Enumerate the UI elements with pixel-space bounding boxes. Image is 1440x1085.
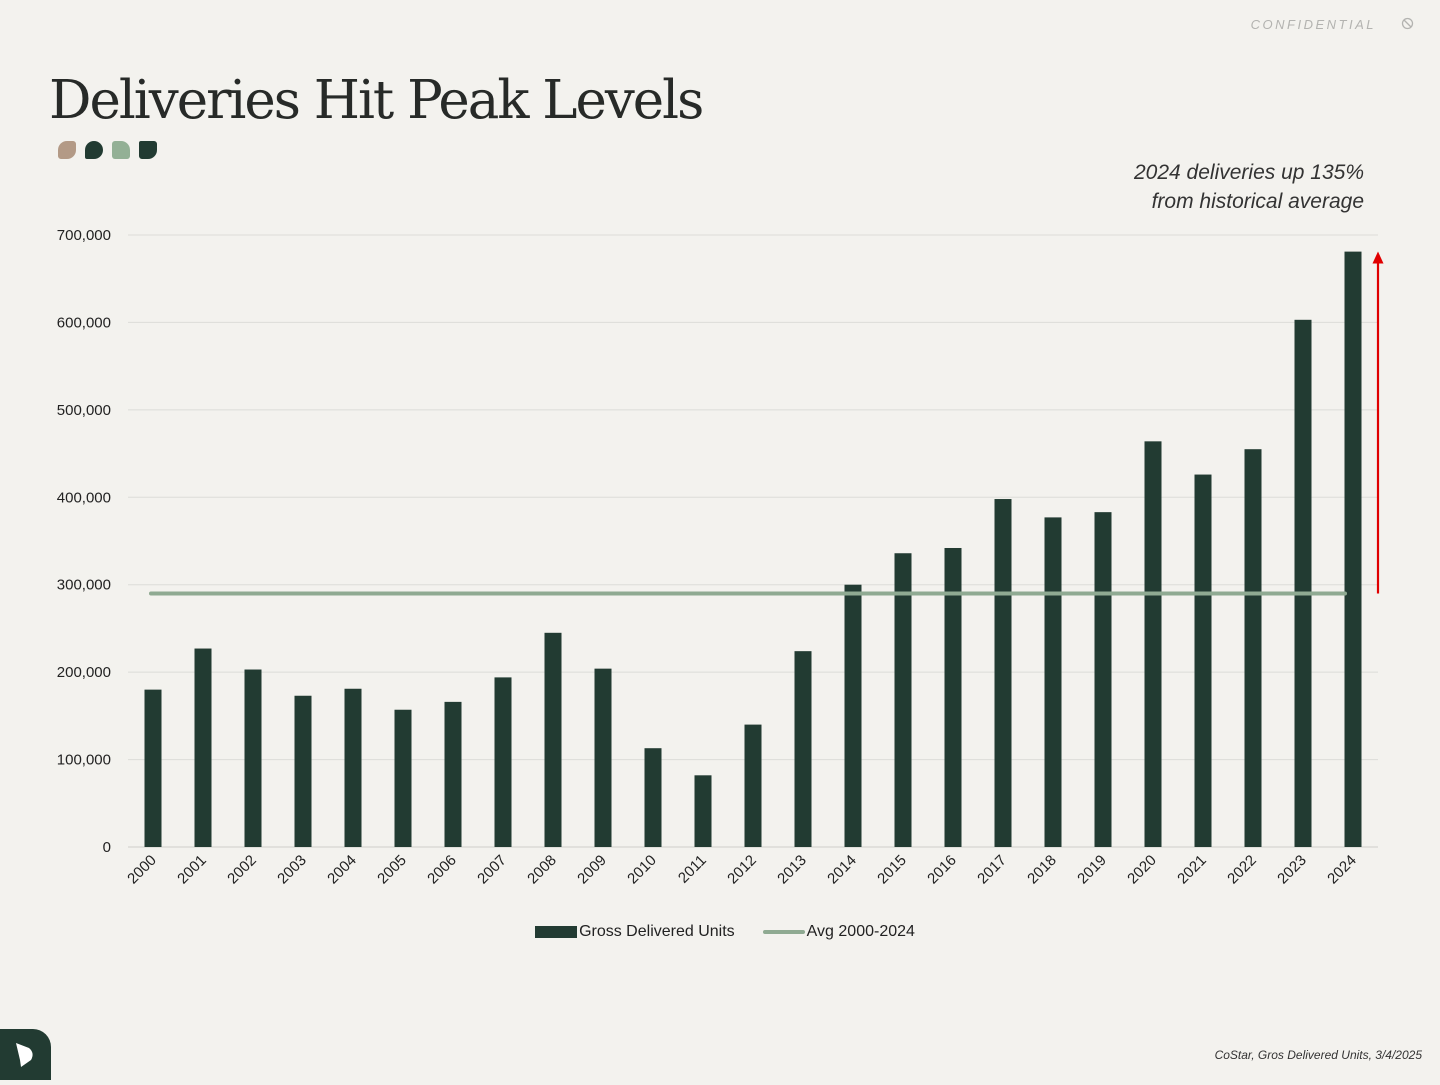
x-tick-label: 2010 <box>624 852 660 888</box>
bar <box>1144 441 1162 847</box>
bar <box>294 695 312 847</box>
leaf-icon <box>85 141 103 159</box>
y-tick-label: 600,000 <box>57 314 111 331</box>
bar <box>694 775 712 847</box>
brand-leaf-icon <box>16 1043 33 1067</box>
bar <box>1244 449 1262 847</box>
x-tick-label: 2024 <box>1324 852 1360 888</box>
bar <box>944 547 962 847</box>
bar <box>244 669 262 847</box>
leaf-icon <box>112 141 130 159</box>
legend-swatch-line <box>762 930 805 934</box>
x-tick-label: 2008 <box>524 852 560 888</box>
x-tick-label: 2014 <box>824 852 860 888</box>
legend-swatch-bar <box>535 926 578 938</box>
y-tick-label: 700,000 <box>57 227 111 244</box>
bar <box>394 709 412 847</box>
bar-chart: 0 100,000 200,000 300,000 400,000 500,000 600,… <box>57 227 1384 888</box>
x-tick-label: 2015 <box>874 852 910 888</box>
legend-item-average: Avg 2000-2024 <box>762 923 915 941</box>
x-tick-label: 2001 <box>174 852 210 888</box>
bar <box>594 668 612 847</box>
x-tick-label: 2007 <box>474 852 510 888</box>
brand-logo <box>0 1029 51 1080</box>
y-tick-label: 0 <box>103 839 111 856</box>
confidential-label: CONFIDENTIAL <box>1250 17 1376 32</box>
bar <box>794 651 812 847</box>
y-tick-label: 400,000 <box>57 489 111 506</box>
x-tick-label: 2003 <box>274 852 310 888</box>
x-tick-label: 2011 <box>675 852 710 887</box>
x-tick-label: 2023 <box>1274 852 1310 888</box>
x-tick-label: 2020 <box>1124 852 1160 888</box>
chart-legend: Gross Delivered Units Avg 2000-2024 <box>0 923 1440 941</box>
x-tick-label: 2019 <box>1074 852 1110 888</box>
x-tick-label: 2018 <box>1024 852 1060 888</box>
x-tick-label: 2000 <box>124 852 160 888</box>
bar <box>644 748 662 847</box>
bar <box>994 499 1012 847</box>
x-tick-label: 2013 <box>774 852 810 888</box>
y-tick-label: 100,000 <box>57 752 111 769</box>
annotation-line-2: from historical average <box>1151 190 1364 213</box>
y-tick-label: 200,000 <box>57 664 111 681</box>
chart-annotation: 2024 deliveries up 135% from historical … <box>944 158 1364 216</box>
legend-label-average: Avg 2000-2024 <box>806 923 915 940</box>
bar <box>1294 319 1312 847</box>
leaf-icon <box>139 141 157 159</box>
no-entry-icon <box>1401 17 1414 30</box>
bar <box>1044 517 1062 847</box>
x-tick-label: 2022 <box>1224 852 1260 888</box>
y-tick-label: 300,000 <box>57 577 111 594</box>
legend-label-bars: Gross Delivered Units <box>579 923 735 940</box>
source-note: CoStar, Gros Delivered Units, 3/4/2025 <box>1214 1048 1422 1062</box>
x-tick-label: 2017 <box>974 852 1010 888</box>
bar <box>894 553 912 847</box>
x-tick-label: 2016 <box>924 852 960 888</box>
annotation-arrow-head <box>1372 251 1384 264</box>
x-tick-label: 2006 <box>424 852 460 888</box>
x-tick-label: 2005 <box>374 852 410 888</box>
bar <box>344 688 362 847</box>
x-tick-label: 2021 <box>1174 852 1210 888</box>
legend-item-bars: Gross Delivered Units <box>535 923 735 941</box>
x-tick-label: 2012 <box>724 852 760 888</box>
x-tick-label: 2002 <box>224 852 260 888</box>
bar <box>144 689 162 847</box>
bar <box>844 584 862 847</box>
bar <box>444 701 462 847</box>
bar <box>544 632 562 847</box>
bar <box>494 677 512 847</box>
bar <box>744 724 762 847</box>
page-title: Deliveries Hit Peak Levels <box>49 70 704 131</box>
bar <box>1344 251 1362 847</box>
bar <box>1194 474 1212 847</box>
bar <box>1094 512 1112 847</box>
bar <box>194 648 212 847</box>
annotation-line-1: 2024 deliveries up 135% <box>1134 161 1364 184</box>
y-tick-label: 500,000 <box>57 402 111 419</box>
leaf-icon <box>58 141 76 159</box>
x-tick-label: 2009 <box>574 852 610 888</box>
x-tick-label: 2004 <box>324 852 360 888</box>
